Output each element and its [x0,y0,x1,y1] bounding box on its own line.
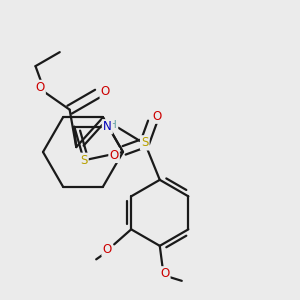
Text: O: O [110,149,119,162]
Text: O: O [103,243,112,256]
Text: O: O [160,267,170,280]
Text: O: O [101,85,110,98]
Text: H: H [110,120,117,130]
Text: S: S [80,154,88,167]
Text: N: N [103,120,112,133]
Text: S: S [141,136,148,149]
Text: O: O [153,110,162,123]
Text: O: O [35,81,45,94]
